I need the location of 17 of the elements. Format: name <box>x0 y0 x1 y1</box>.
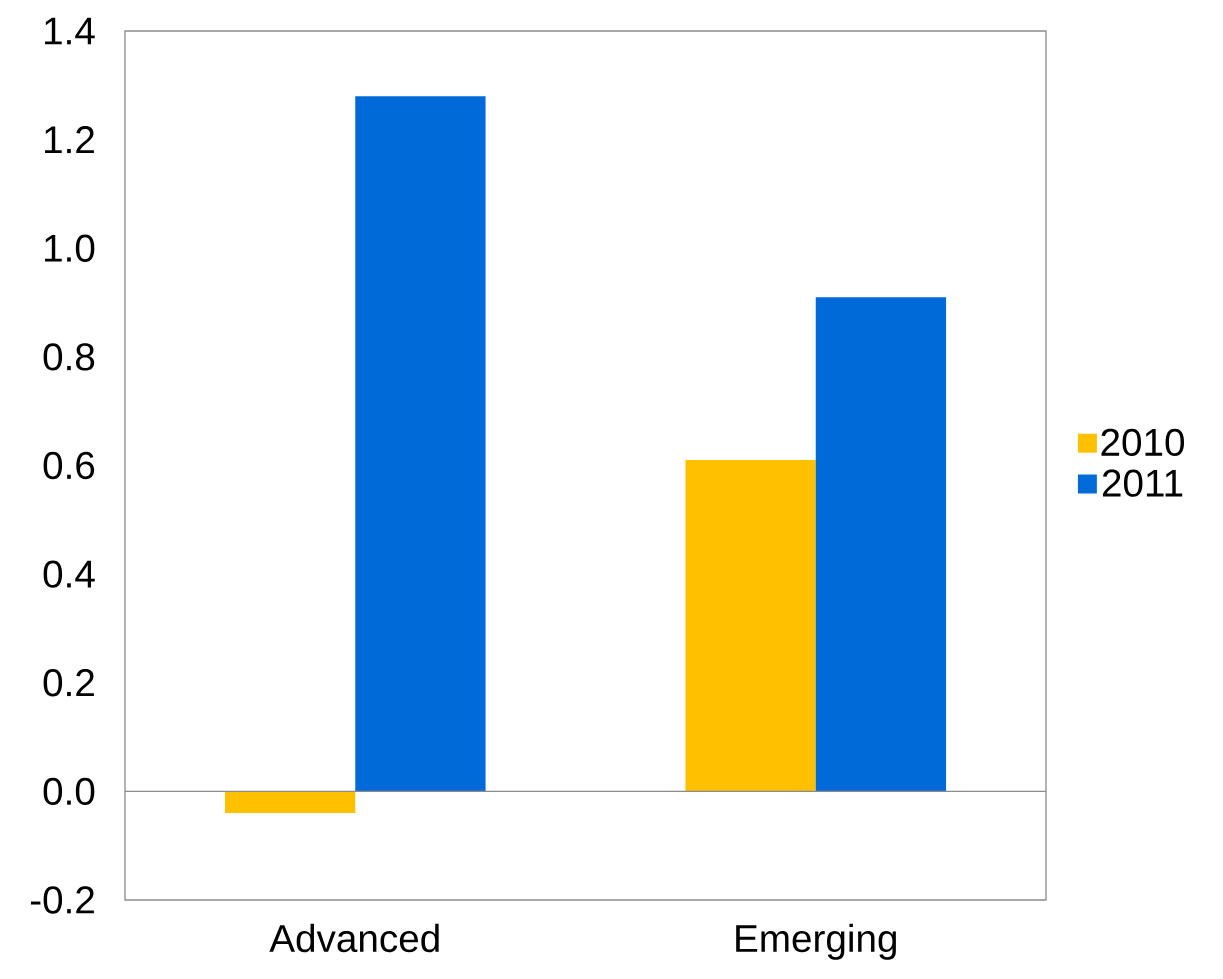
bar <box>815 297 947 792</box>
y-tick-label: 1.0 <box>45 234 95 262</box>
legend-label: 2011 <box>1102 469 1183 497</box>
y-tick-label: 0.8 <box>43 343 95 371</box>
y-tick-label: 1.2 <box>45 126 94 154</box>
y-tick-label: 0.4 <box>43 560 95 588</box>
bar <box>355 96 486 792</box>
bar <box>685 460 816 792</box>
y-tick-label: 0.6 <box>43 451 95 480</box>
y-tick-label: 0.2 <box>43 669 94 697</box>
y-tick-label: -0.2 <box>30 886 94 914</box>
x-tick-label: Emerging <box>736 923 896 960</box>
x-tick-label: Advanced <box>269 923 439 953</box>
bar <box>224 791 356 814</box>
y-tick-label: 1.4 <box>45 17 95 45</box>
y-tick-label: 0.0 <box>43 777 95 806</box>
legend-label: 2010 <box>1101 428 1185 457</box>
